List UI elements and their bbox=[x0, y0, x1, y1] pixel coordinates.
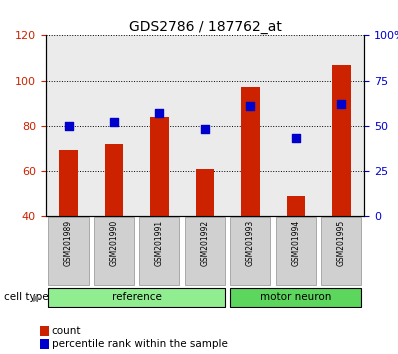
Bar bbox=[49, 217, 88, 285]
Bar bbox=[105, 144, 123, 216]
Bar bbox=[139, 217, 179, 285]
Text: percentile rank within the sample: percentile rank within the sample bbox=[52, 339, 228, 349]
Text: GSM201989: GSM201989 bbox=[64, 220, 73, 266]
Text: GSM201995: GSM201995 bbox=[337, 220, 346, 267]
Bar bbox=[185, 217, 225, 285]
Text: GSM201993: GSM201993 bbox=[246, 220, 255, 267]
Text: reference: reference bbox=[112, 292, 162, 302]
Bar bbox=[94, 217, 134, 285]
Bar bbox=[59, 150, 78, 216]
Text: cell type: cell type bbox=[4, 292, 49, 302]
Bar bbox=[287, 196, 305, 216]
Point bbox=[338, 101, 345, 107]
Bar bbox=[322, 217, 361, 285]
Bar bbox=[276, 217, 316, 285]
Text: GSM201991: GSM201991 bbox=[155, 220, 164, 266]
Bar bbox=[241, 87, 259, 216]
Text: GSM201990: GSM201990 bbox=[109, 220, 119, 267]
Point bbox=[202, 126, 208, 132]
Text: ▶: ▶ bbox=[33, 292, 40, 302]
Bar bbox=[196, 169, 214, 216]
Point bbox=[293, 136, 299, 141]
Bar bbox=[332, 65, 351, 216]
Point bbox=[156, 110, 163, 116]
Point bbox=[247, 103, 254, 109]
Point bbox=[111, 119, 117, 125]
Bar bbox=[230, 288, 361, 307]
Bar bbox=[150, 117, 169, 216]
Text: count: count bbox=[52, 326, 81, 336]
Bar bbox=[49, 288, 225, 307]
Text: motor neuron: motor neuron bbox=[260, 292, 332, 302]
Text: GSM201994: GSM201994 bbox=[291, 220, 300, 267]
Bar bbox=[230, 217, 271, 285]
Point bbox=[65, 123, 72, 129]
Text: GSM201992: GSM201992 bbox=[201, 220, 209, 266]
Title: GDS2786 / 187762_at: GDS2786 / 187762_at bbox=[129, 21, 281, 34]
